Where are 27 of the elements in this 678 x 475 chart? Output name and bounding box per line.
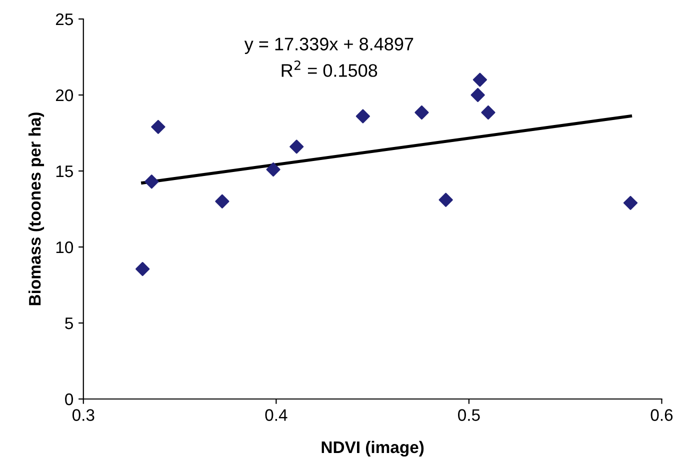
point [472, 72, 487, 87]
x-tick-label: 0.5 [458, 409, 480, 421]
y-tick-label: 5 [65, 318, 73, 330]
x-tick-label: 0.3 [72, 409, 94, 421]
y-axis-title: Biomass (toones per ha) [28, 112, 44, 306]
point [144, 174, 159, 189]
point [623, 196, 638, 210]
annotation: R$^{2}$ = 0.1508 [282, 60, 378, 77]
y-tick-label: 20 [56, 89, 74, 102]
point [215, 194, 230, 208]
x-axis-title: NDVI (image) [322, 440, 424, 457]
y-tick-label: 10 [56, 241, 74, 254]
point [414, 105, 429, 120]
x-tick-label: 0.4 [265, 409, 288, 421]
x-tick-label: 0.6 [650, 409, 673, 421]
y-tick-label: 0 [65, 393, 74, 406]
point [151, 120, 166, 134]
y-tick-label: 25 [56, 13, 73, 26]
annotation: y = 17.339x + 8.4897 [244, 38, 414, 54]
y-tick-label: 15 [56, 166, 73, 178]
point [438, 192, 453, 207]
point [356, 109, 370, 124]
point [136, 262, 150, 276]
point [481, 105, 496, 120]
point [470, 88, 485, 102]
point [290, 140, 304, 154]
point [266, 162, 280, 177]
